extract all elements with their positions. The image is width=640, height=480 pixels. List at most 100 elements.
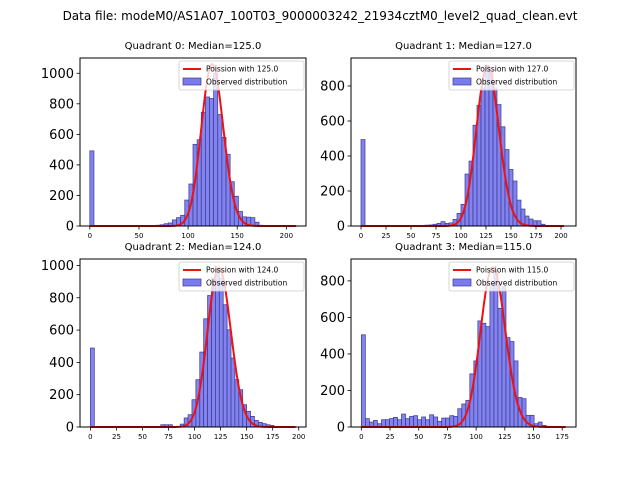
x-tick-label: 150 xyxy=(240,433,253,441)
x-tick-label: 0 xyxy=(88,433,92,441)
legend-label-observed: Observed distribution xyxy=(476,279,557,288)
panel-quadrant-3: Quadrant 3: Median=115.0 0 200 400 600 800 0 25… xyxy=(320,242,577,441)
y-tick-label: 0 xyxy=(337,220,345,235)
legend-label-observed: Observed distribution xyxy=(206,279,287,288)
panel-title: Quadrant 3: Median=115.0 xyxy=(395,242,532,253)
figure-suptitle: Data file: modeM0/AS1A07_100T03_90000032… xyxy=(63,9,578,23)
panel-title: Quadrant 2: Median=124.0 xyxy=(125,242,262,253)
y-tick-label: 0 xyxy=(66,220,74,235)
x-tick-label: 200 xyxy=(292,433,305,441)
legend-label-observed: Observed distribution xyxy=(476,78,557,87)
y-tick-label: 800 xyxy=(320,80,345,95)
legend-label-poisson: Poission with 124.0 xyxy=(206,266,279,275)
legend-box xyxy=(178,60,305,91)
histogram-bar xyxy=(218,277,224,428)
histogram-bar xyxy=(209,98,214,227)
histogram-bar xyxy=(364,418,370,428)
y-tick-label: 400 xyxy=(320,347,345,362)
histogram-bar xyxy=(417,419,422,428)
histogram-bar xyxy=(441,417,447,428)
y-tick-label: 600 xyxy=(49,324,74,339)
panel-title: Quadrant 0: Median=125.0 xyxy=(125,41,262,52)
legend-bar-swatch xyxy=(452,278,472,287)
x-tick-label: 100 xyxy=(469,433,482,441)
y-tick-label: 1000 xyxy=(41,259,74,274)
x-tick-label: 25 xyxy=(382,232,391,240)
x-tick-label: 100 xyxy=(188,433,201,441)
y-tick-label: 400 xyxy=(320,150,345,165)
x-tick-label: 200 xyxy=(280,232,293,240)
legend-bar-swatch xyxy=(182,77,202,86)
x-tick-label: 0 xyxy=(359,232,363,240)
histogram-bar xyxy=(89,150,95,227)
histogram-bar xyxy=(385,419,390,428)
histogram-bar xyxy=(493,271,499,428)
histogram-bar xyxy=(481,322,487,428)
x-tick-label: 25 xyxy=(112,433,121,441)
x-tick-label: 50 xyxy=(138,433,147,441)
histogram-bars xyxy=(360,271,551,428)
axes-frame xyxy=(350,258,577,428)
histogram-bar xyxy=(230,357,236,428)
histogram-bar xyxy=(213,72,219,227)
y-tick-label: 1000 xyxy=(41,67,74,82)
histogram-bar xyxy=(360,334,366,428)
legend: Poission with 115.0 Observed distribution xyxy=(448,261,575,292)
x-tick-label: 75 xyxy=(164,433,173,441)
axes-frame xyxy=(79,57,307,227)
y-tick-label: 200 xyxy=(49,189,74,204)
histogram-bar xyxy=(409,416,414,428)
x-tick-label: 75 xyxy=(443,433,452,441)
histogram-bar xyxy=(205,96,210,227)
y-tick-label: 0 xyxy=(66,421,74,436)
y-tick-label: 400 xyxy=(49,158,74,173)
histogram-bar xyxy=(381,419,386,428)
x-tick-label: 0 xyxy=(88,232,92,240)
x-tick-label: 50 xyxy=(414,433,423,441)
histogram-bars xyxy=(89,72,264,227)
y-tick-label: 200 xyxy=(320,185,345,200)
x-tick-label: 50 xyxy=(134,232,143,240)
panel-quadrant-1: Quadrant 1: Median=127.0 0 200 400 600 800 0 25… xyxy=(320,41,577,240)
histogram-bar xyxy=(497,307,503,428)
y-tick-label: 800 xyxy=(320,274,345,289)
legend: Poission with 124.0 Observed distribution xyxy=(178,261,305,292)
x-tick-label: 150 xyxy=(504,232,517,240)
x-tick-label: 0 xyxy=(359,433,363,441)
histogram-bars xyxy=(90,269,275,428)
legend-label-poisson: Poission with 125.0 xyxy=(206,65,279,74)
legend-label-poisson: Poission with 115.0 xyxy=(476,266,549,275)
y-tick-label: 200 xyxy=(49,388,74,403)
legend-label-observed: Observed distribution xyxy=(206,78,287,87)
x-tick-label: 100 xyxy=(454,232,467,240)
histogram-bar xyxy=(393,416,398,428)
y-tick-label: 600 xyxy=(49,128,74,143)
histogram-bar xyxy=(413,415,418,428)
histogram-bar xyxy=(397,419,402,428)
histogram-bar xyxy=(429,414,435,428)
legend-box xyxy=(178,261,305,292)
axes-frame xyxy=(79,258,307,428)
y-tick-label: 600 xyxy=(320,311,345,326)
x-tick-label: 175 xyxy=(266,433,279,441)
y-tick-label: 400 xyxy=(49,356,74,371)
histogram-bar xyxy=(449,415,455,428)
x-tick-label: 100 xyxy=(181,232,194,240)
histogram-bar xyxy=(226,329,232,428)
legend-bar-swatch xyxy=(452,77,472,86)
y-tick-label: 800 xyxy=(49,97,74,112)
x-tick-label: 150 xyxy=(527,433,540,441)
x-tick-label: 25 xyxy=(386,433,395,441)
legend: Poission with 125.0 Observed distribution xyxy=(178,60,305,91)
x-tick-label: 125 xyxy=(498,433,511,441)
x-tick-label: 150 xyxy=(231,232,244,240)
histogram-bar xyxy=(217,114,223,227)
y-tick-label: 200 xyxy=(320,384,345,399)
axes-frame xyxy=(350,57,577,227)
histogram-bar xyxy=(360,139,366,227)
legend: Poission with 127.0 Observed distribution xyxy=(448,60,575,91)
histogram-bar xyxy=(222,304,228,428)
x-tick-label: 175 xyxy=(529,232,542,240)
y-tick-label: 0 xyxy=(337,421,345,436)
